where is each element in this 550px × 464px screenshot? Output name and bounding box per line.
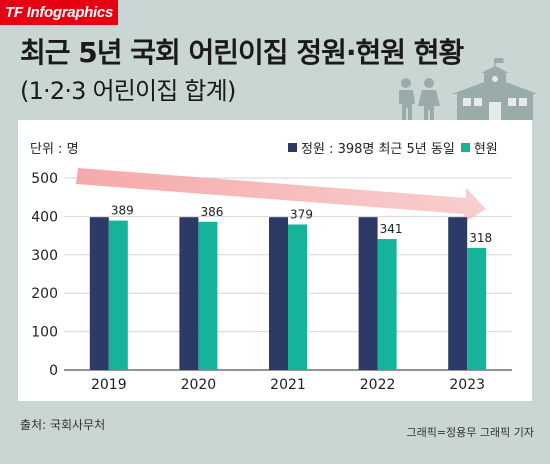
bar-enrolled-2023 (467, 247, 487, 370)
legend: 정원 : 398명 최근 5년 동일 현원 (288, 138, 504, 157)
page-title: 최근 5년 국회 어린이집 정원·현원 현황 (20, 36, 464, 69)
legend-item-capacity: 정원 : 398명 최근 5년 동일 (288, 138, 455, 157)
legend-swatch-capacity (288, 143, 297, 152)
bar-capacity-2021 (269, 217, 288, 370)
bar-enrolled-2021 (288, 224, 307, 370)
bar-enrolled-2022 (377, 239, 397, 370)
data-label-2019: 389 (111, 204, 134, 218)
daycare-illustration (399, 58, 538, 120)
x-tick-label-2023: 2023 (449, 377, 485, 393)
trend-arrow (76, 168, 486, 224)
legend-item-enrolled: 현원 (460, 138, 498, 157)
bar-enrolled-2019 (108, 220, 128, 370)
y-tick-label: 400 (31, 209, 58, 225)
y-tick-label: 0 (49, 363, 58, 379)
x-tick-label-2022: 2022 (360, 377, 396, 393)
data-label-2021: 379 (290, 207, 313, 221)
x-tick-label-2020: 2020 (181, 377, 217, 393)
x-tick-label-2019: 2019 (91, 377, 127, 393)
bar-capacity-2019 (89, 217, 109, 370)
bar-capacity-2023 (448, 217, 468, 370)
page-subtitle: (1·2·3 어린이집 합계) (20, 77, 236, 105)
legend-label-capacity: 정원 : 398명 최근 5년 동일 (301, 142, 455, 157)
unit-label: 단위 : 명 (30, 142, 79, 157)
legend-label-enrolled: 현원 (473, 142, 498, 157)
legend-swatch-enrolled (460, 143, 470, 152)
data-label-2020: 386 (200, 205, 223, 219)
bar-capacity-2020 (179, 217, 199, 370)
y-tick-label: 100 (31, 325, 58, 341)
bar-enrolled-2020 (198, 221, 218, 370)
y-tick-label: 300 (31, 248, 58, 264)
x-tick-label-2021: 2021 (270, 377, 306, 393)
brand-logo: TF Infographics (0, 0, 118, 25)
y-tick-label: 500 (31, 171, 58, 187)
data-label-2022: 341 (380, 222, 403, 236)
bar-capacity-2022 (358, 217, 378, 370)
data-label-2023: 318 (469, 231, 492, 245)
graphic-credit: 그래픽=정용무 그래픽 기자 (406, 426, 534, 439)
y-tick-label: 200 (31, 286, 58, 302)
source-note: 출처: 국회사무처 (20, 418, 106, 432)
